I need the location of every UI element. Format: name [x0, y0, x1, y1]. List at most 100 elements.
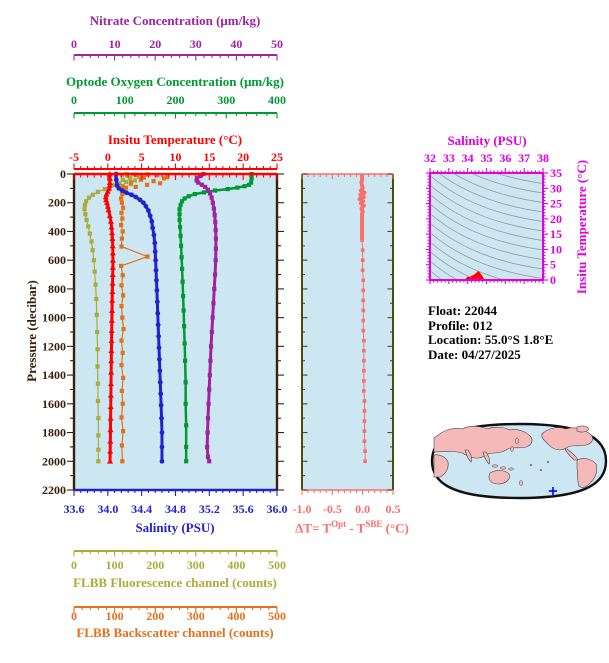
delta-plot-frame: -1.0 -0.5 0.0 0.5 [293, 173, 401, 516]
tick-label: 300 [217, 93, 235, 107]
map-island [499, 466, 507, 470]
map-island [546, 460, 550, 464]
map-landmass [464, 449, 473, 463]
tick-label: 10 [109, 37, 121, 51]
tick-label: 800 [48, 282, 66, 296]
tick-label: 25 [550, 197, 562, 211]
tick-label: 35 [481, 151, 493, 165]
tick-label: 1800 [42, 426, 66, 440]
nitrate-axis: 0 10 20 30 40 50 [71, 37, 283, 61]
map-island [529, 463, 533, 467]
tick-label: 300 [187, 609, 205, 623]
tick-label: 38 [537, 151, 549, 165]
tick-label: 36.0 [267, 502, 288, 516]
tick-label: 0 [550, 273, 556, 287]
tick-label: 33.6 [64, 502, 85, 516]
map-landmass [576, 425, 590, 433]
tick-label: 33 [443, 151, 455, 165]
tick-label: 40 [230, 37, 242, 51]
tick-label: 400 [268, 93, 286, 107]
profile-line: Profile: 012 [428, 317, 493, 333]
tick-label: 35.6 [233, 502, 254, 516]
tick-label: 400 [48, 224, 66, 238]
pressure-axis-title: Pressure (decibar) [24, 280, 39, 382]
tick-label: 1200 [42, 339, 66, 353]
backscatter-axis: 0 100 200 300 400 500 [71, 606, 286, 623]
tick-label: 36 [499, 151, 511, 165]
tick-label: 10 [550, 242, 562, 256]
map-island [508, 467, 514, 471]
tick-label: 5 [550, 258, 556, 272]
tick-label: 200 [146, 609, 164, 623]
fluorescence-axis: 0 100 200 300 400 500 [71, 550, 286, 572]
tick-label: 0 [71, 37, 77, 51]
tick-label: 0 [71, 609, 77, 623]
main-plot-area [74, 174, 277, 490]
float-info: Float: 22044 Profile: 012 Location: 55.0… [428, 303, 553, 362]
tick-label: 15 [203, 150, 215, 164]
tick-label: 200 [146, 558, 164, 572]
tick-label: 100 [106, 558, 124, 572]
ts-salinity-axis-title: Salinity (PSU) [447, 133, 527, 148]
map-island [491, 464, 499, 468]
nitrate-axis-title: Nitrate Concentration (μm/kg) [89, 13, 261, 28]
map-island [510, 446, 514, 452]
temperature-series [102, 171, 116, 464]
map-landmass [433, 426, 533, 459]
salinity-axis-title: Salinity (PSU) [135, 520, 215, 535]
tick-label: -1.0 [293, 502, 312, 516]
tick-label: 500 [268, 558, 286, 572]
float-location-marker [549, 487, 557, 495]
map-island [515, 437, 519, 445]
date-line: Date: 04/27/2025 [428, 346, 521, 362]
world-map [430, 422, 608, 500]
tick-label: 0.0 [355, 502, 370, 516]
oxygen-axis-title: Optode Oxygen Concentration (μm/kg) [66, 74, 284, 89]
map-island [539, 468, 543, 472]
delta-t-series [357, 174, 367, 464]
tick-label: 100 [116, 93, 134, 107]
tick-label: 200 [167, 93, 185, 107]
main-plot-frame: 33.6 34.0 34.4 34.8 35.2 35.6 36.0 0 200 400 600 80… [42, 167, 288, 516]
tick-label: 37 [518, 151, 530, 165]
tick-label: 0.5 [386, 502, 401, 516]
tick-label: -0.5 [323, 502, 342, 516]
tick-label: -5 [69, 150, 79, 164]
tick-label: 25 [271, 150, 283, 164]
tick-label: 1000 [42, 311, 66, 325]
tick-label: 20 [550, 212, 562, 226]
map-landmass [576, 458, 598, 488]
tick-label: 20 [237, 150, 249, 164]
ts-density-contours [430, 173, 543, 280]
tick-label: 10 [170, 150, 182, 164]
nitrate-series [194, 171, 218, 464]
delta-plot-area [302, 174, 393, 490]
tick-label: 35 [550, 166, 562, 180]
map-landmass [488, 470, 510, 485]
tick-label: 20 [149, 37, 161, 51]
float-id-line: Float: 22044 [428, 303, 497, 318]
oxygen-axis: 0 100 200 300 400 [71, 93, 286, 119]
oxygen-series [177, 171, 254, 464]
tick-label: 34 [462, 151, 474, 165]
tick-label: 32 [424, 151, 436, 165]
map-landmass [433, 454, 449, 478]
delta-t-axis-title: ΔT= TOpt - TSBE (°C) [295, 519, 409, 536]
fluorescence-axis-title: FLBB Fluorescence channel (counts) [73, 575, 277, 590]
tick-label: 300 [187, 558, 205, 572]
tick-label: 34.8 [165, 502, 186, 516]
temperature-axis-title: Insitu Temperature (°C) [107, 132, 243, 147]
tick-label: 5 [139, 150, 145, 164]
map-island [519, 480, 523, 486]
tick-label: 0 [105, 150, 111, 164]
temperature-axis: -5 0 5 10 15 20 25 [69, 150, 283, 170]
tick-label: 15 [550, 227, 562, 241]
tick-label: 400 [227, 558, 245, 572]
map-landmass [541, 427, 594, 451]
tick-label: 2200 [42, 483, 66, 497]
tick-label: 34.0 [97, 502, 118, 516]
tick-label: 30 [550, 181, 562, 195]
